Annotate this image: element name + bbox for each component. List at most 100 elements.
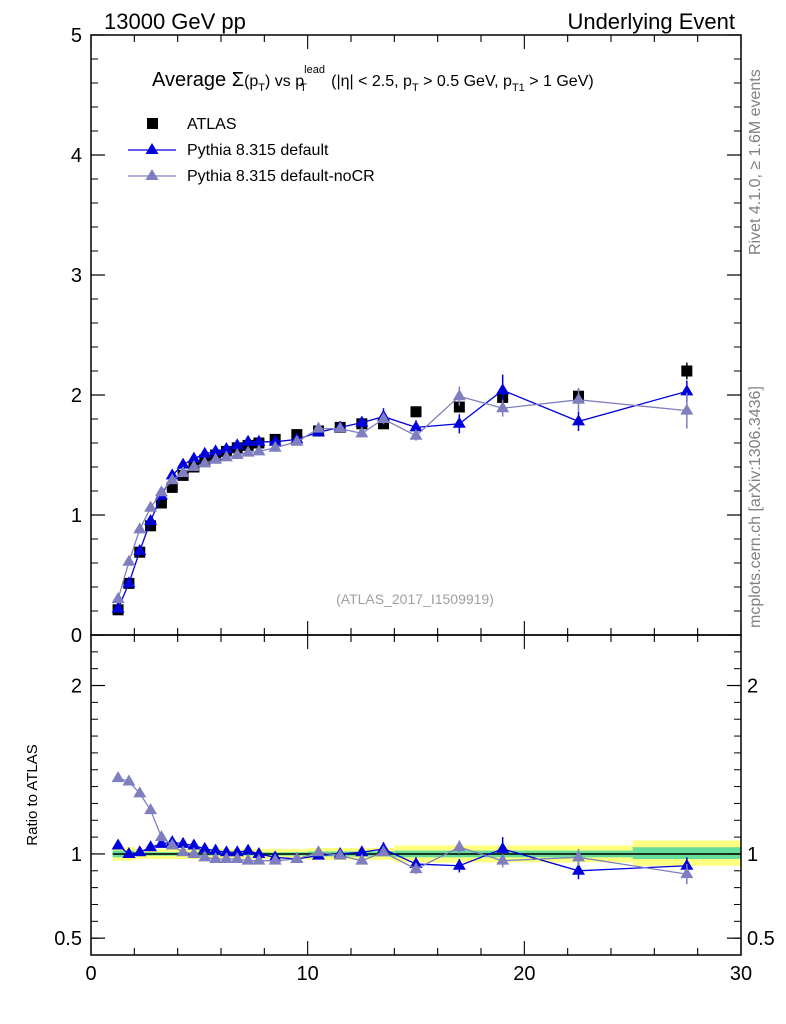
default-point — [241, 434, 255, 446]
ratio-default-point — [230, 845, 244, 857]
main-plot-title: Average Σ(pT) vs plead T (|η| < 2.5, pT >… — [152, 64, 594, 94]
default-point — [209, 444, 223, 456]
ratio-default-point — [496, 841, 510, 853]
main-y-tick-label: 4 — [71, 145, 82, 167]
ratio-nocr-point — [290, 852, 304, 863]
main-series-atlas — [112, 362, 693, 616]
nocr-point — [122, 554, 136, 566]
x-tick-label: 10 — [297, 963, 319, 985]
ratio-y-tick-label: 1 — [71, 844, 82, 866]
main-y-tick-label: 2 — [71, 385, 82, 407]
nocr-point — [452, 389, 466, 401]
ratio-default-point — [198, 841, 212, 853]
nocr-point — [355, 426, 369, 438]
ratio-default-point — [209, 843, 223, 855]
ratio-default-point — [133, 845, 147, 857]
default-point — [572, 414, 585, 426]
default-point — [122, 576, 136, 588]
nocr-point — [268, 440, 282, 452]
ratio-nocr-point — [209, 852, 223, 863]
atlas-point — [681, 365, 693, 377]
ratio-nocr-point — [219, 852, 233, 863]
legend-default-label: Pythia 8.315 default — [187, 142, 329, 159]
default-point — [198, 446, 212, 458]
nocr-point — [333, 421, 347, 433]
ratio-default-point — [241, 843, 255, 855]
ratio-default-point — [144, 840, 158, 852]
ratio-nocr-point — [333, 848, 347, 860]
ratio-default-point — [572, 863, 585, 875]
nocr-point — [144, 500, 158, 512]
ratio-nocr-point — [187, 846, 201, 858]
collision-label: 13000 GeV pp — [104, 9, 246, 34]
legend-atlas-marker — [147, 118, 158, 129]
analysis-watermark: (ATLAS_2017_I1509919) — [336, 591, 494, 607]
main-plot-area: 0 1 2 3 4 5 — [71, 25, 742, 647]
atlas-point — [453, 401, 465, 413]
ratio-plot-frame — [90, 634, 742, 956]
ratio-nocr-point — [230, 852, 244, 863]
ratio-nocr-point — [154, 830, 168, 842]
ratio-y-axis-label: Ratio to ATLAS — [24, 744, 41, 845]
nocr-point — [133, 522, 147, 534]
default-point — [409, 420, 423, 432]
nocr-point — [377, 412, 390, 423]
ratio-nocr-point — [355, 853, 369, 865]
ratio-nocr-point — [133, 786, 147, 798]
ratio-default-point — [452, 858, 466, 870]
nocr-point — [241, 445, 255, 457]
ratio-default-point — [355, 845, 369, 857]
default-point — [144, 514, 158, 525]
ratio-nocr-point — [572, 850, 585, 862]
nocr-point — [409, 428, 423, 440]
main-y-tick-label: 3 — [71, 265, 82, 287]
ratio-default-point — [111, 838, 125, 850]
legend-nocr-label: Pythia 8.315 default-noCR — [187, 168, 375, 185]
legend-default-marker — [145, 143, 159, 154]
default-point — [219, 442, 233, 453]
ratio-nocr-point — [176, 845, 190, 857]
x-tick-label: 30 — [730, 963, 752, 985]
ratio-plot-area: 0.5 0.51 12 20 10 20 30 — [54, 634, 775, 985]
nocr-point — [198, 456, 212, 468]
ratio-nocr-point — [111, 771, 125, 783]
ratio-nocr-point — [268, 853, 282, 865]
default-point — [133, 544, 147, 555]
main-y-tick-label: 0 — [71, 625, 82, 647]
default-point — [176, 457, 190, 469]
nocr-point — [154, 485, 168, 497]
ratio-y-tick-label-right: 2 — [747, 676, 758, 698]
ratio-default-point — [187, 838, 201, 850]
nocr-point — [290, 434, 304, 446]
ratio-y-tick-label-right: 1 — [747, 844, 758, 866]
main-series-default — [111, 374, 694, 613]
ratio-band-inner — [632, 847, 741, 859]
nocr-point — [165, 473, 179, 485]
analysis-label: Underlying Event — [567, 9, 735, 34]
x-tick-label: 20 — [513, 963, 535, 985]
main-y-tick-label: 1 — [71, 505, 82, 527]
ratio-default-point — [176, 836, 190, 848]
main-y-tick-label: 5 — [71, 25, 82, 47]
ratio-y-tick-label: 0.5 — [54, 928, 82, 950]
nocr-point — [572, 392, 585, 404]
nocr-point — [111, 592, 125, 603]
default-line — [117, 389, 688, 609]
nocr-point — [219, 450, 233, 462]
nocr-point — [209, 452, 223, 464]
ratio-nocr-point — [377, 845, 390, 857]
default-point — [111, 601, 125, 613]
default-point — [452, 416, 466, 428]
ratio-nocr-point — [122, 774, 136, 786]
nocr-point — [680, 403, 694, 415]
ratio-series-nocr — [111, 771, 694, 885]
nocr-point — [496, 401, 510, 413]
default-point — [268, 434, 282, 446]
atlas-point — [410, 406, 422, 418]
legend-atlas-label: ATLAS — [187, 116, 237, 133]
ratio-nocr-point — [144, 803, 158, 815]
default-point — [252, 434, 266, 446]
legend: ATLAS Pythia 8.315 default Pythia 8.315 … — [128, 116, 375, 185]
x-tick-label: 0 — [85, 963, 96, 985]
